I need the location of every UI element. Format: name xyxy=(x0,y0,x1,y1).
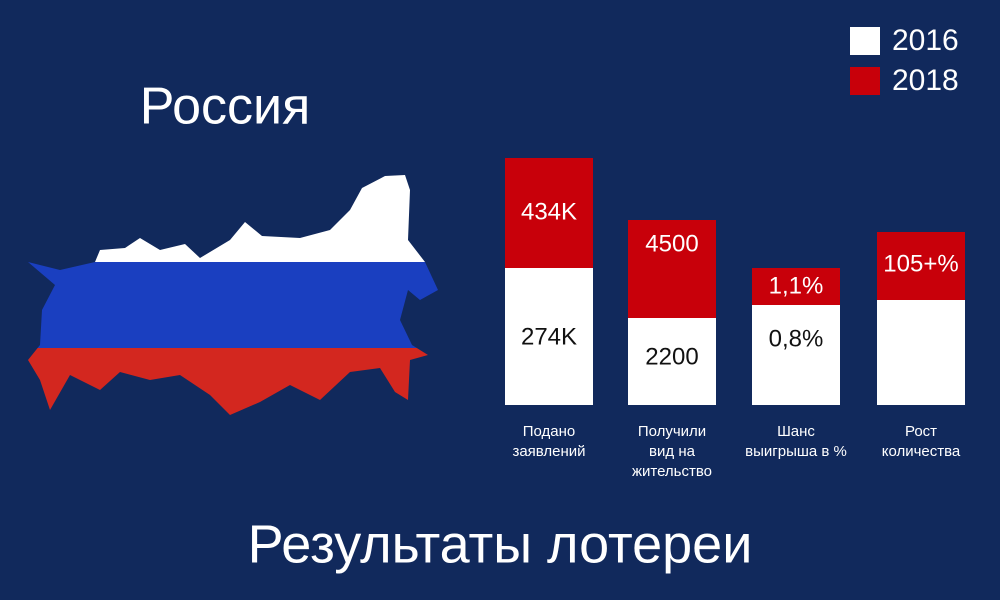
category-label: Рост xyxy=(905,423,937,440)
category-label: Подано xyxy=(523,423,576,440)
bar-2016 xyxy=(877,300,965,405)
bar-2018 xyxy=(877,232,965,300)
bar-2018 xyxy=(505,158,593,268)
bar-2016 xyxy=(505,268,593,405)
value-2018: 105+% xyxy=(883,250,958,277)
legend-swatch xyxy=(850,27,880,55)
footer-title: Результаты лотереи xyxy=(248,514,753,574)
bar-2018 xyxy=(628,220,716,318)
legend-label: 2018 xyxy=(892,64,959,97)
bar-2016 xyxy=(628,318,716,405)
category-label: Получили xyxy=(638,423,706,440)
category-label: Шанс xyxy=(777,423,815,440)
bar-2016 xyxy=(752,305,840,405)
bar-2018 xyxy=(752,268,840,305)
category-label: вид на xyxy=(649,443,696,460)
category-label: жительство xyxy=(632,463,712,480)
value-2016: 0,8% xyxy=(769,325,824,352)
value-2018: 1,1% xyxy=(769,272,824,299)
value-2018: 434K xyxy=(521,198,577,225)
value-2016: 2200 xyxy=(645,343,698,370)
category-label: заявлений xyxy=(512,443,585,460)
category-label: выигрыша в % xyxy=(745,443,847,460)
legend-label: 2016 xyxy=(892,24,959,57)
title: Россия xyxy=(140,78,311,136)
value-2016: 274K xyxy=(521,323,577,350)
value-2018: 4500 xyxy=(645,230,698,257)
category-label: количества xyxy=(882,443,961,460)
legend-swatch xyxy=(850,67,880,95)
